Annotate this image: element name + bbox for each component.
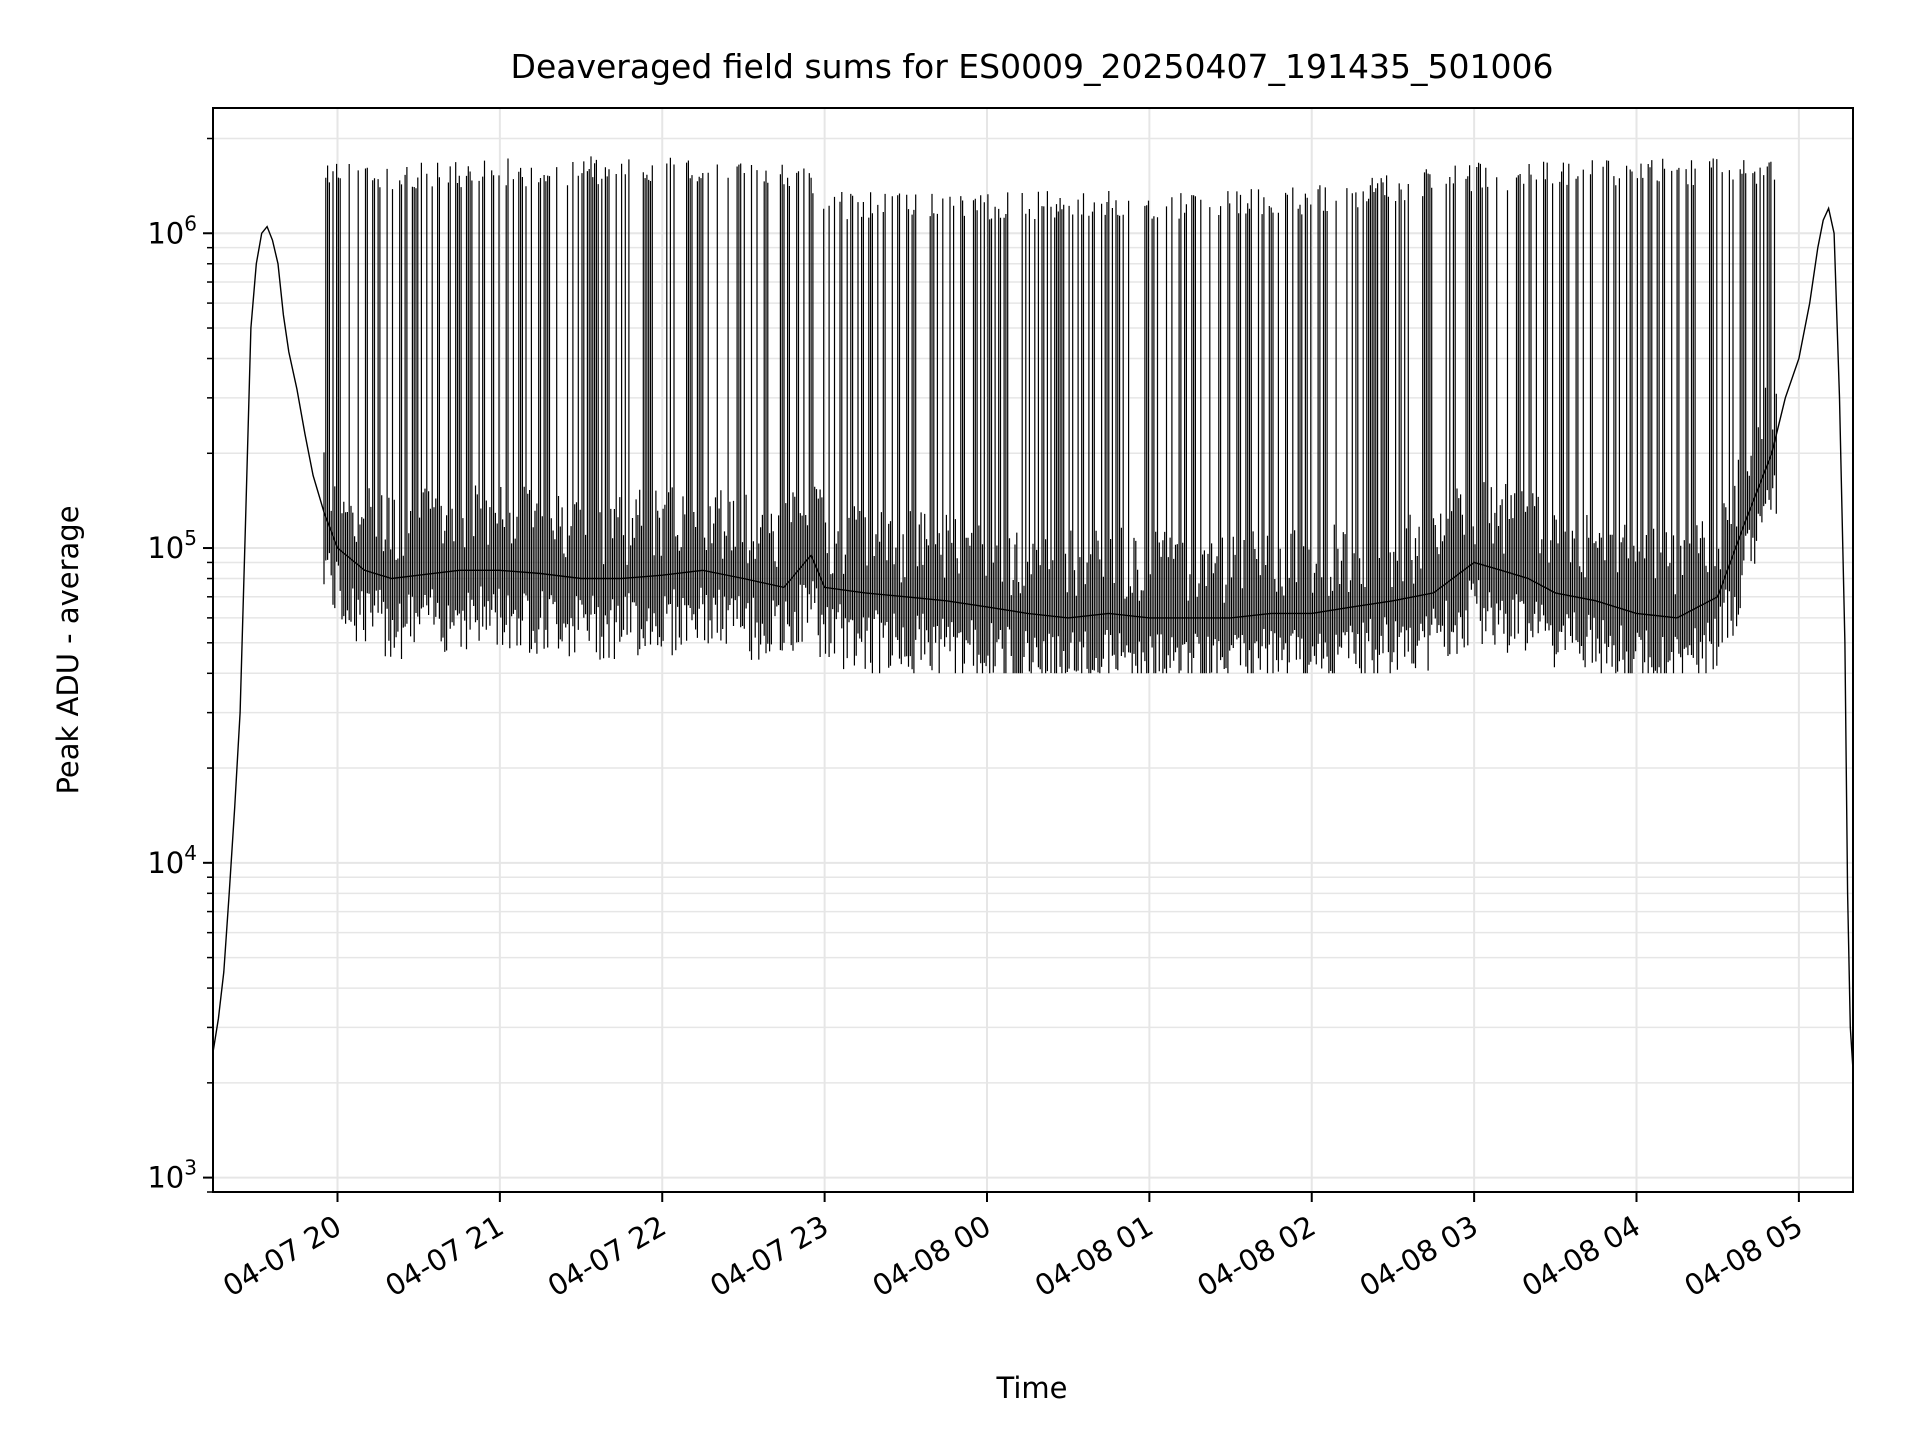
spike-lines	[323, 156, 1777, 674]
x-axis-label: Time	[996, 1371, 1068, 1405]
y-axis-label: Peak ADU - average	[51, 505, 85, 794]
y-tick-label: 103	[147, 1156, 197, 1195]
y-axis: 103 104 105 106	[147, 137, 213, 1195]
y-tick-label: 105	[147, 526, 197, 565]
plot-frame	[212, 107, 1854, 1193]
series-spikes	[323, 156, 1777, 674]
y-tick-label: 106	[147, 211, 197, 250]
y-tick-label: 104	[147, 841, 197, 880]
chart-title: Deaveraged field sums for ES0009_2025040…	[511, 47, 1554, 86]
